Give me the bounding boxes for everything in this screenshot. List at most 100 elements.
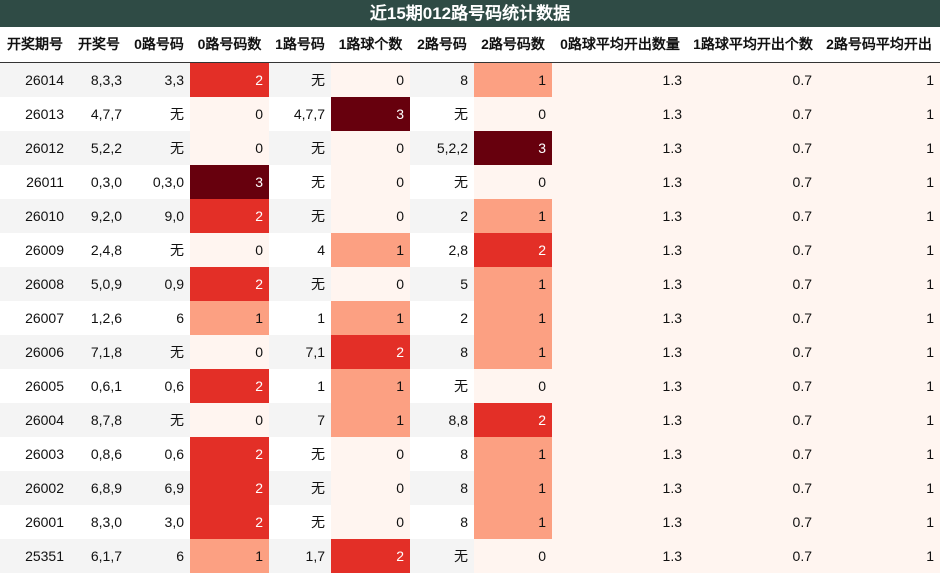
table-cell: 2 xyxy=(410,301,474,335)
table-cell: 0 xyxy=(331,63,410,97)
table-cell: 1.3 xyxy=(552,539,688,573)
table-cell: 3 xyxy=(331,97,410,131)
table-cell: 0 xyxy=(190,233,269,267)
table-cell: 无 xyxy=(269,199,331,233)
table-cell: 0 xyxy=(190,97,269,131)
table-cell: 26004 xyxy=(0,403,70,437)
table-cell: 2 xyxy=(331,335,410,369)
table-cell: 1 xyxy=(190,301,269,335)
table-cell: 无 xyxy=(128,131,190,165)
table-cell: 6,8,9 xyxy=(70,471,128,505)
table-cell: 1 xyxy=(818,97,940,131)
table-cell: 1.3 xyxy=(552,97,688,131)
table-cell: 26011 xyxy=(0,165,70,199)
data-table: 开奖期号 开奖号 0路号码 0路号码数 1路号码 1路球个数 2路号码 2路号码数 0路球平均开… xyxy=(0,27,940,573)
table-cell: 0 xyxy=(331,131,410,165)
table-cell: 26008 xyxy=(0,267,70,301)
table-cell: 26010 xyxy=(0,199,70,233)
table-cell: 0.7 xyxy=(688,369,818,403)
table-cell: 5,0,9 xyxy=(70,267,128,301)
table-cell: 0.7 xyxy=(688,471,818,505)
table-cell: 3 xyxy=(474,131,552,165)
table-cell: 1 xyxy=(818,335,940,369)
column-header: 2路号码平均开出 xyxy=(826,36,932,52)
table-cell: 0,6 xyxy=(128,369,190,403)
table-cell: 26006 xyxy=(0,335,70,369)
table-cell: 无 xyxy=(128,335,190,369)
table-cell: 无 xyxy=(269,505,331,539)
table-cell: 0.7 xyxy=(688,131,818,165)
column-header: 0路号码 xyxy=(134,36,184,52)
table-cell: 26014 xyxy=(0,63,70,97)
table-cell: 0,9 xyxy=(128,267,190,301)
table-cell: 26002 xyxy=(0,471,70,505)
table-cell: 1 xyxy=(818,267,940,301)
table-cell: 1 xyxy=(474,471,552,505)
table-cell: 2 xyxy=(474,403,552,437)
table-cell: 1 xyxy=(269,301,331,335)
table-cell: 2 xyxy=(190,437,269,471)
table-cell: 1.3 xyxy=(552,437,688,471)
table-cell: 1 xyxy=(818,63,940,97)
table-cell: 1 xyxy=(474,505,552,539)
table-cell: 无 xyxy=(410,165,474,199)
table-cell: 1.3 xyxy=(552,267,688,301)
table-cell: 0 xyxy=(331,267,410,301)
table-cell: 无 xyxy=(269,131,331,165)
table-cell: 8,3,3 xyxy=(70,63,128,97)
table-cell: 26003 xyxy=(0,437,70,471)
table-cell: 0,3,0 xyxy=(128,165,190,199)
table-cell: 2 xyxy=(190,369,269,403)
table-cell: 3,3 xyxy=(128,63,190,97)
table-cell: 0.7 xyxy=(688,403,818,437)
table-title: 近15期012路号码统计数据 xyxy=(0,0,940,27)
column-header: 1路球平均开出个数 xyxy=(693,36,813,52)
table-cell: 5,2,2 xyxy=(410,131,474,165)
table-cell: 0.7 xyxy=(688,437,818,471)
table-cell: 1 xyxy=(474,437,552,471)
table-cell: 6,9 xyxy=(128,471,190,505)
table-cell: 0 xyxy=(474,369,552,403)
table-cell: 1.3 xyxy=(552,369,688,403)
column-header: 开奖期号 xyxy=(7,36,63,52)
table-cell: 1 xyxy=(818,301,940,335)
table-cell: 1.3 xyxy=(552,63,688,97)
table-cell: 0.7 xyxy=(688,233,818,267)
table-cell: 8 xyxy=(410,471,474,505)
table-cell: 0.7 xyxy=(688,301,818,335)
table-cell: 6,1,7 xyxy=(70,539,128,573)
table-cell: 1 xyxy=(818,369,940,403)
table-cell: 2,8 xyxy=(410,233,474,267)
table-cell: 8 xyxy=(410,335,474,369)
table-cell: 2 xyxy=(474,233,552,267)
table-cell: 0,8,6 xyxy=(70,437,128,471)
table-cell: 26012 xyxy=(0,131,70,165)
table-cell: 3 xyxy=(190,165,269,199)
table-cell: 2 xyxy=(190,199,269,233)
table-cell: 无 xyxy=(269,267,331,301)
table-cell: 5,2,2 xyxy=(70,131,128,165)
table-cell: 无 xyxy=(269,165,331,199)
table-cell: 1.3 xyxy=(552,505,688,539)
table-cell: 0,6,1 xyxy=(70,369,128,403)
table-cell: 1.3 xyxy=(552,301,688,335)
table-cell: 无 xyxy=(128,97,190,131)
table-cell: 0 xyxy=(190,335,269,369)
table-cell: 9,0 xyxy=(128,199,190,233)
table-cell: 6 xyxy=(128,539,190,573)
table-cell: 无 xyxy=(410,97,474,131)
table-cell: 0 xyxy=(190,131,269,165)
table-cell: 1 xyxy=(818,199,940,233)
column-header: 0路号码数 xyxy=(197,36,262,52)
column-header: 1路球个数 xyxy=(338,36,403,52)
table-cell: 7,1,8 xyxy=(70,335,128,369)
table-cell: 8 xyxy=(410,63,474,97)
table-cell: 3,0 xyxy=(128,505,190,539)
table-cell: 1,2,6 xyxy=(70,301,128,335)
table-cell: 0.7 xyxy=(688,335,818,369)
table-cell: 1.3 xyxy=(552,199,688,233)
table-cell: 8,3,0 xyxy=(70,505,128,539)
table-cell: 2 xyxy=(190,267,269,301)
table-cell: 无 xyxy=(269,437,331,471)
table-cell: 0,3,0 xyxy=(70,165,128,199)
